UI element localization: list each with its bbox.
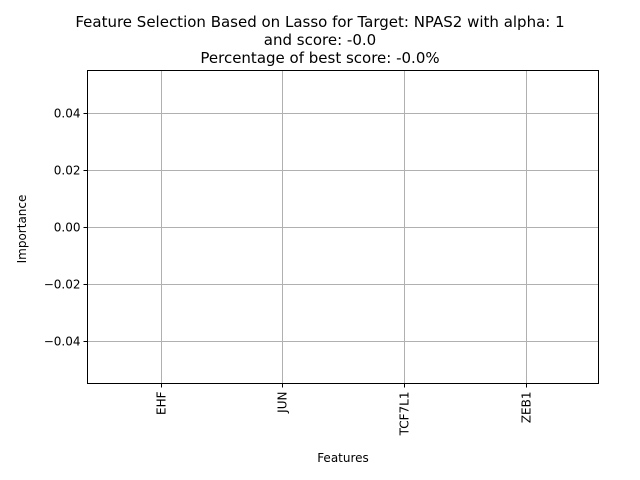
ticks-layer: −0.04 −0.02 0.00 0.02 0.04 EHF JUN TCF7L1 ZEB1 [44, 107, 534, 437]
y-tick-label: −0.04 [44, 335, 81, 349]
y-tick-label: −0.02 [44, 278, 81, 292]
x-axis-label: Features [317, 451, 369, 465]
y-tick-label: 0.04 [54, 107, 81, 121]
chart-title-line-3: Percentage of best score: -0.0% [200, 49, 440, 67]
x-tick-label: JUN [276, 392, 290, 414]
y-axis-label: Importance [15, 195, 29, 264]
grid-layer [87, 70, 599, 384]
chart-title-line-2: and score: -0.0 [263, 31, 377, 49]
x-tick-label: TCF7L1 [398, 392, 412, 437]
y-tick-label: 0.00 [54, 221, 81, 235]
y-tick-label: 0.02 [54, 164, 81, 178]
x-tick-label: ZEB1 [520, 392, 534, 424]
chart-title-line-1: Feature Selection Based on Lasso for Tar… [75, 13, 565, 31]
x-tick-label: EHF [155, 391, 169, 415]
